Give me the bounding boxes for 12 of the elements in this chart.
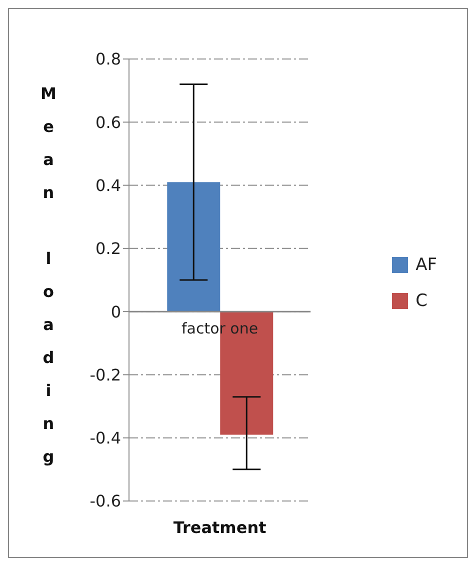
y-tick-label: 0: [110, 302, 121, 322]
y-tick-label: -0.4: [90, 428, 121, 448]
y-tick-label: 0.8: [96, 50, 121, 69]
x-axis-title: Treatment: [173, 518, 267, 537]
legend-label: C: [416, 291, 428, 311]
y-tick-label: -0.6: [90, 492, 121, 511]
y-axis-title: Mean loading: [39, 84, 58, 480]
y-tick-label: 0.2: [96, 239, 121, 258]
y-tick-label: 0.4: [96, 176, 121, 195]
y-tick-label: 0.6: [96, 112, 121, 132]
legend-label: AF: [416, 255, 437, 275]
y-tick-label: -0.2: [90, 365, 121, 384]
